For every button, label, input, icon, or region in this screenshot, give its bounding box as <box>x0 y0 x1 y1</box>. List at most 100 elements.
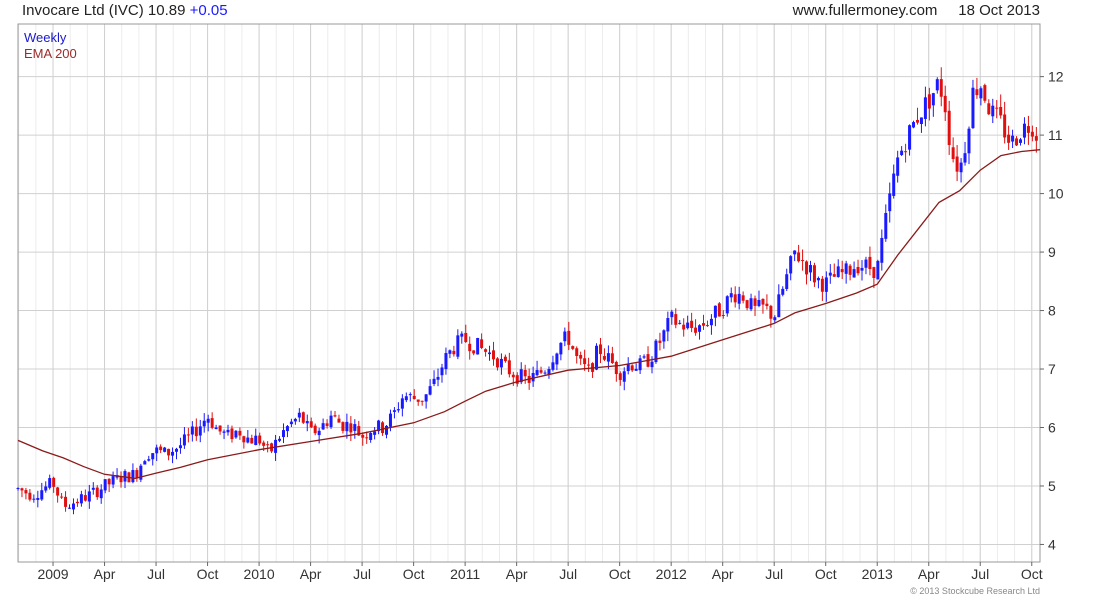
candle-body <box>547 369 551 375</box>
candle-body <box>963 153 967 163</box>
chart-source: www.fullermoney.com 18 Oct 2013 <box>793 2 1040 19</box>
candle-body <box>361 434 365 438</box>
candle-body <box>396 409 400 411</box>
legend-ema: EMA 200 <box>24 46 77 61</box>
candle-body <box>48 478 52 488</box>
candle-body <box>448 350 452 354</box>
candle-body <box>341 422 345 431</box>
candle-body <box>381 422 385 434</box>
candle-body <box>333 415 337 417</box>
candle-body <box>95 487 99 498</box>
candle-body <box>301 412 305 423</box>
x-tick-label: 2010 <box>243 566 274 582</box>
candle-body <box>967 128 971 154</box>
x-tick-label: Jul <box>559 566 577 582</box>
x-tick-label: Apr <box>94 566 116 582</box>
candle-body <box>563 331 567 342</box>
candle-body <box>388 413 392 427</box>
candle-body <box>519 369 523 383</box>
candle-body <box>317 430 321 436</box>
candle-body <box>488 352 492 355</box>
x-tick-label: Apr <box>918 566 940 582</box>
candle-body <box>60 496 64 498</box>
y-tick-label: 6 <box>1048 420 1056 436</box>
candle-body <box>523 369 527 377</box>
candle-body <box>892 173 896 196</box>
candle-body <box>262 442 266 446</box>
x-tick-label: Oct <box>1021 566 1043 582</box>
y-tick-label: 5 <box>1048 478 1056 494</box>
candle-body <box>626 364 630 372</box>
candle-body <box>682 324 686 330</box>
x-tick-label: Apr <box>712 566 734 582</box>
x-tick-label: Apr <box>300 566 322 582</box>
candle-body <box>309 421 313 428</box>
candle-body <box>587 364 591 366</box>
candle-body <box>289 421 293 425</box>
source-site: www.fullermoney.com <box>792 2 938 19</box>
candle-body <box>198 426 202 436</box>
candle-body <box>765 303 769 307</box>
candle-body <box>480 339 484 348</box>
candle-body <box>955 156 959 172</box>
candle-body <box>610 353 614 364</box>
candle-body <box>20 488 24 491</box>
candle-body <box>254 435 258 446</box>
candle-body <box>484 349 488 352</box>
candle-body <box>630 365 634 371</box>
candle-body <box>305 421 309 424</box>
candle-body <box>598 344 602 355</box>
x-tick-label: Jul <box>971 566 989 582</box>
ema-200-line <box>17 149 1041 480</box>
candle-body <box>793 250 797 255</box>
candle-body <box>337 418 341 423</box>
candle-body <box>757 299 761 307</box>
candle-body <box>618 373 622 380</box>
candle-body <box>71 503 75 510</box>
candle-body <box>174 448 178 452</box>
candle-body <box>464 332 468 343</box>
x-tick-label: 2009 <box>37 566 68 582</box>
candle-body <box>258 435 262 444</box>
last-price: 10.89 <box>147 2 186 19</box>
candle-body <box>285 426 289 432</box>
candle-body <box>349 423 353 433</box>
candle-body <box>143 461 147 465</box>
candle-body <box>313 425 317 434</box>
candle-body <box>606 353 610 362</box>
candle-body <box>717 303 721 317</box>
y-tick-label: 9 <box>1048 244 1056 260</box>
candle-body <box>111 476 115 485</box>
y-tick-label: 4 <box>1048 536 1056 552</box>
candle-body <box>753 298 757 306</box>
candle-body <box>1026 126 1030 133</box>
candle-body <box>123 471 127 482</box>
candle-body <box>951 147 955 160</box>
candle-body <box>741 295 745 301</box>
candle-body <box>979 88 983 99</box>
candle-body <box>416 399 420 402</box>
candle-body <box>28 492 32 500</box>
candle-body <box>705 325 709 327</box>
candle-body <box>579 354 583 359</box>
candle-body <box>385 425 389 435</box>
candle-body <box>816 277 820 281</box>
candle-body <box>828 272 832 276</box>
x-tick-label: Oct <box>815 566 837 582</box>
candle-body <box>91 487 95 490</box>
candle-body <box>52 477 56 487</box>
candle-body <box>939 79 943 97</box>
y-tick-label: 10 <box>1048 186 1064 202</box>
candle-body <box>1022 123 1026 138</box>
candle-body <box>848 265 852 275</box>
candle-body <box>602 356 606 360</box>
copyright-note: © 2013 Stockcube Research Ltd <box>910 586 1040 596</box>
candle-body <box>491 350 495 360</box>
candle-body <box>812 265 816 283</box>
candle-body <box>167 448 171 456</box>
candle-body <box>242 436 246 443</box>
candle-body <box>297 412 301 418</box>
candle-body <box>662 330 666 342</box>
candle-body <box>274 439 278 453</box>
chart-date: 18 Oct 2013 <box>958 2 1040 19</box>
